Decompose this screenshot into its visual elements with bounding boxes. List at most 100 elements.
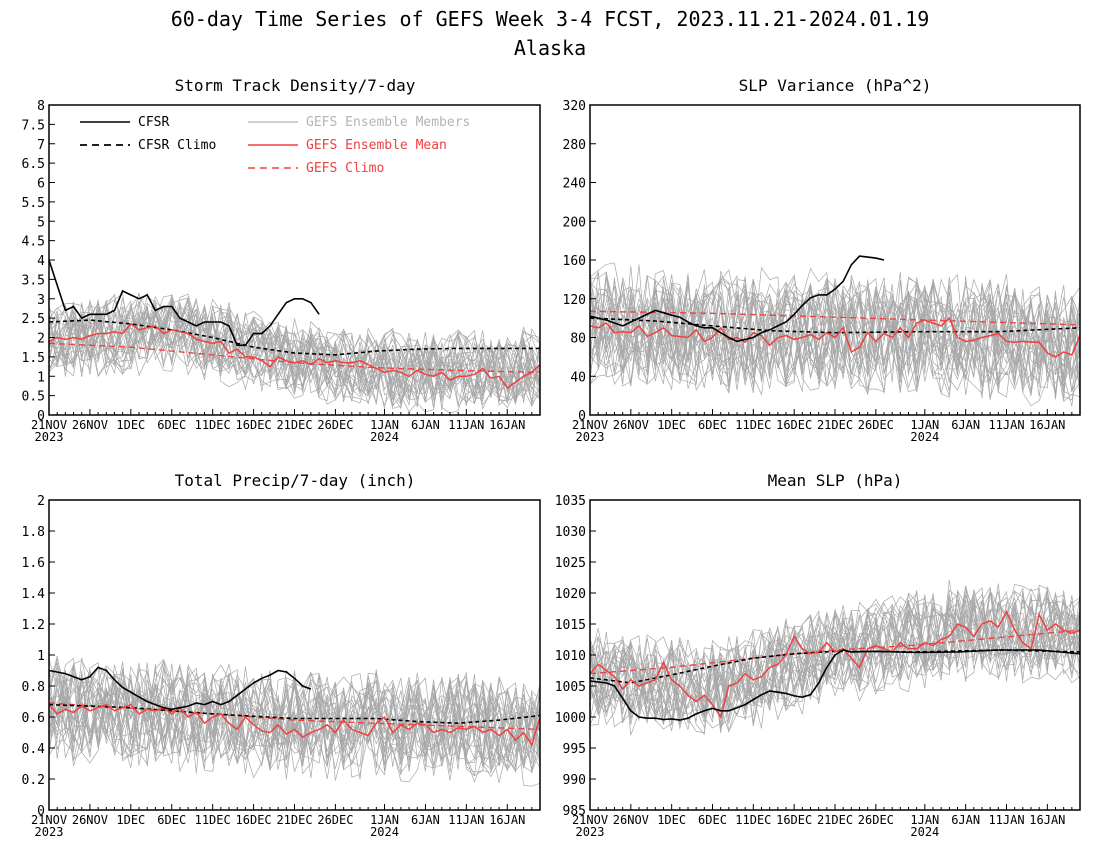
- slpvar-y-tick-label: 160: [563, 254, 586, 269]
- slpvar-member-line: [589, 269, 1081, 374]
- storm-x-tick-label: 21NOV: [31, 418, 67, 432]
- mean-slp-members: [589, 579, 1081, 736]
- precip-cfsr-climo-line: [48, 703, 541, 725]
- storm-y-tick-label: 7: [37, 138, 45, 153]
- slp-variance-axes: 0 40 80 120 160 200 240 280 320 21NOV 26NOV 1DEC 6DE…: [563, 99, 1081, 444]
- storm-y-tick-label: 3.5: [22, 273, 45, 288]
- meanslp-y-tick-label: 990: [563, 773, 586, 788]
- storm-x-tick-label: 1DEC: [116, 418, 145, 432]
- storm-x-tick-label: 16JAN: [489, 418, 525, 432]
- storm-y-tick-label: 5: [37, 215, 45, 230]
- storm-member-line: [48, 295, 541, 400]
- precip-lines: [48, 666, 541, 747]
- meanslp-y-tick-label: 1005: [555, 680, 586, 695]
- slpvar-x-tick-label: 26DEC: [858, 418, 894, 432]
- meanslp-y-tick-label: 1020: [555, 587, 586, 602]
- storm-x-tick-label: 6DEC: [157, 418, 186, 432]
- slp-variance-members: [589, 262, 1081, 407]
- slpvar-member-line: [589, 270, 1081, 381]
- figure-subtitle: Alaska: [514, 36, 586, 60]
- slpvar-y-tick-label: 40: [570, 370, 586, 385]
- legend: CFSR CFSR Climo GEFS Ensemble Members GE…: [80, 115, 470, 176]
- storm-x-tick-label: 26NOV: [72, 418, 108, 432]
- meanslp-y-tick-label: 985: [563, 804, 586, 819]
- precip-y-tick-label: 0.6: [22, 711, 45, 726]
- precip-axes: 0 0.2 0.4 0.6 0.8 1 1.2 1.4 1.6 1.8 2 21NOV 26NOV 1DE…: [22, 494, 541, 839]
- storm-y-tick-label: 6.5: [22, 157, 45, 172]
- storm-member-line: [48, 302, 541, 410]
- precip-y-tick-label: 0.2: [22, 773, 45, 788]
- figure-title: 60-day Time Series of GEFS Week 3-4 FCST…: [171, 7, 930, 31]
- storm-y-tick-label: 0.5: [22, 390, 45, 405]
- meanslp-x-tick-label: 6DEC: [698, 813, 727, 827]
- meanslp-y-tick-label: 1015: [555, 618, 586, 633]
- precip-gefs-climo-line: [48, 702, 541, 731]
- slpvar-gefs-climo-line: [589, 310, 1081, 326]
- meanslp-member-line: [589, 583, 1081, 722]
- precip-members: [48, 655, 541, 787]
- storm-x-tick-label: 1JAN: [370, 418, 399, 432]
- slpvar-x-tick-label: 11JAN: [988, 418, 1024, 432]
- precip-x-tick-label: 1JAN: [370, 813, 399, 827]
- slpvar-member-line: [589, 262, 1081, 374]
- storm-x-tick-label: 11JAN: [448, 418, 484, 432]
- legend-gefs-mean-label: GEFS Ensemble Mean: [306, 138, 447, 153]
- slpvar-member-line: [589, 292, 1081, 396]
- slpvar-y-tick-label: 0: [578, 409, 586, 424]
- precip-y-tick-label: 0.8: [22, 680, 45, 695]
- slpvar-x-tick-label: 21NOV: [572, 418, 608, 432]
- precip-title: Total Precip/7-day (inch): [175, 471, 416, 490]
- storm-y-tick-label: 4: [37, 254, 45, 269]
- precip-panel: Total Precip/7-day (inch) 0 0.2 0.4 0.6 0.8 1…: [22, 471, 541, 839]
- precip-member-line: [48, 666, 541, 774]
- legend-cfsr-climo-label: CFSR Climo: [138, 138, 216, 153]
- meanslp-member-line: [589, 593, 1081, 725]
- slpvar-member-line: [589, 277, 1081, 384]
- storm-x-tick-label: 6JAN: [411, 418, 440, 432]
- storm-member-line: [48, 293, 541, 394]
- precip-y-tick-label: 1: [37, 649, 45, 664]
- storm-gefs-climo-line: [48, 342, 541, 374]
- precip-y-tick-label: 2: [37, 494, 45, 509]
- meanslp-member-line: [589, 579, 1081, 715]
- storm-track-title: Storm Track Density/7-day: [175, 76, 416, 95]
- storm-member-line: [48, 308, 541, 413]
- meanslp-x-tick-label: 21DEC: [817, 813, 853, 827]
- meanslp-y-tick-label: 1000: [555, 711, 586, 726]
- mean-slp-lines: [589, 609, 1081, 721]
- precip-y-tick-label: 1.4: [22, 587, 46, 602]
- storm-track-panel: Storm Track Density/7-day 0 0.5 1 1.5 2 2.5 3 3…: [22, 76, 541, 444]
- precip-x-tick-label: 21DEC: [276, 813, 312, 827]
- storm-member-line: [48, 292, 541, 393]
- precip-member-line: [48, 665, 541, 767]
- precip-x-tick-label: 11DEC: [195, 813, 231, 827]
- precip-x-tick-label: 6DEC: [157, 813, 186, 827]
- mean-slp-title: Mean SLP (hPa): [768, 471, 903, 490]
- slpvar-member-line: [589, 286, 1081, 395]
- mean-slp-axes: 985 990 995 1000 1005 1010 1015 1020 1025 1030 103…: [555, 494, 1081, 839]
- storm-x-tick-label: 16DEC: [236, 418, 272, 432]
- precip-y-tick-label: 0: [37, 804, 45, 819]
- precip-cfsr-line: [48, 666, 312, 711]
- mean-slp-panel: Mean SLP (hPa) 985 990 995 1000 1005 1010 1015…: [555, 471, 1081, 839]
- precip-x-tick-label: 11JAN: [448, 813, 484, 827]
- storm-gefs-mean-line: [48, 322, 541, 389]
- meanslp-x-year-label: 2024: [910, 825, 939, 839]
- meanslp-x-tick-label: 16JAN: [1029, 813, 1065, 827]
- storm-member-line: [48, 304, 541, 410]
- slpvar-x-year-label: 2024: [910, 430, 939, 444]
- storm-cfsr-line: [48, 259, 320, 347]
- meanslp-member-line: [589, 589, 1081, 719]
- slpvar-member-line: [589, 288, 1081, 407]
- slpvar-y-tick-label: 320: [563, 99, 586, 114]
- slpvar-y-tick-label: 120: [563, 293, 586, 308]
- storm-track-axes: 0 0.5 1 1.5 2 2.5 3 3.5 4 4.5 5 5.5 6 6.5 7 7.5 8 21NOV 26…: [22, 99, 541, 444]
- precip-x-tick-label: 1DEC: [116, 813, 145, 827]
- precip-x-year-label: 2024: [370, 825, 399, 839]
- slpvar-member-line: [589, 285, 1081, 401]
- slpvar-y-tick-label: 80: [570, 332, 586, 347]
- storm-member-line: [48, 300, 541, 406]
- legend-cfsr-label: CFSR: [138, 115, 169, 130]
- slp-variance-lines: [589, 255, 1081, 358]
- slpvar-cfsr-climo-line: [589, 317, 1081, 334]
